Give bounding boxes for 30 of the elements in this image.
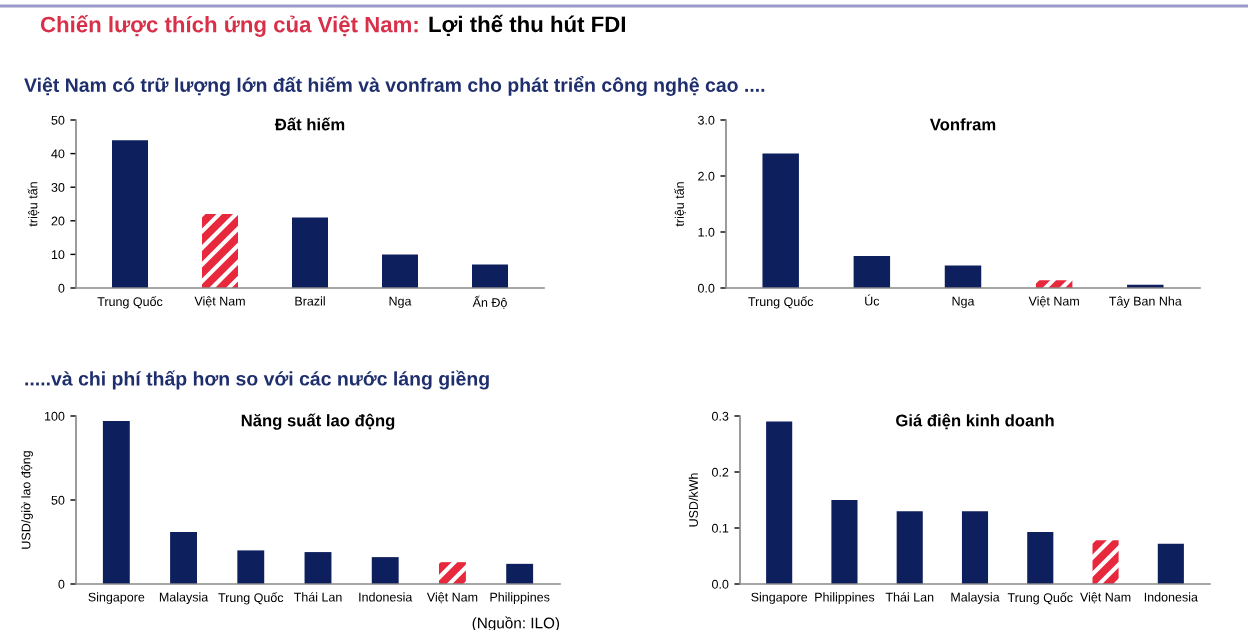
chart-subtitle: .....và chi phí thấp hơn so với các nước láng giềng [25, 370, 489, 390]
chart-title: Vonfram [929, 118, 996, 131]
bar [762, 153, 799, 288]
text: Chiến lược thích ứng của Việt Nam: [40, 15, 418, 37]
bar [961, 511, 989, 584]
chart-title: Năng suất lao động [241, 413, 395, 430]
bar [102, 421, 130, 584]
bar [170, 531, 197, 584]
chart-title: Giá điện kinh doanh [896, 413, 1054, 430]
chart-title: Đất hiếm [274, 117, 345, 131]
text: Lợi thế thu hút FDI [429, 14, 625, 36]
bar [944, 265, 982, 288]
bar [304, 552, 332, 584]
bar [382, 254, 418, 288]
bar [506, 563, 534, 584]
bar [472, 264, 508, 288]
bar [237, 550, 265, 584]
bar [439, 562, 466, 584]
bar [1027, 531, 1054, 584]
chart-subtitle: Việt Nam có trữ lượng lớn đất hiếm và vonfram cho phát triển công nghệ cao .... [24, 76, 765, 96]
bar [292, 217, 328, 288]
bar [112, 140, 148, 288]
bar [202, 214, 238, 288]
bar [1092, 540, 1119, 584]
bar [853, 256, 891, 288]
bar [896, 511, 923, 584]
bar [766, 421, 793, 584]
bar [371, 557, 399, 584]
bar [831, 500, 858, 584]
bar [1157, 543, 1184, 584]
